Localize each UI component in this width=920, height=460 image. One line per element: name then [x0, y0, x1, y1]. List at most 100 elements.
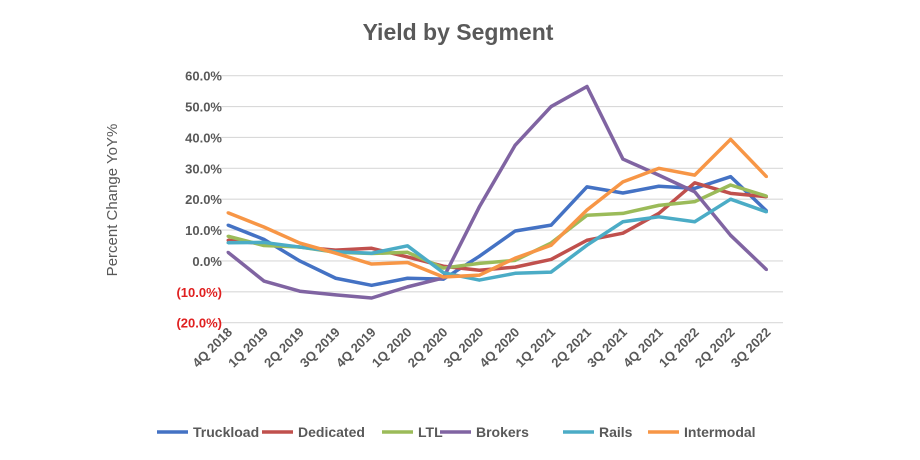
data-point: [262, 244, 266, 248]
series-line-truckload: [227, 174, 768, 288]
data-point: [549, 105, 553, 109]
data-point: [729, 191, 733, 195]
y-axis-label: Percent Change YoY%: [104, 124, 121, 277]
data-point: [549, 270, 553, 274]
chart-title: Yield by Segment: [363, 19, 554, 45]
data-point: [585, 85, 589, 89]
data-point: [406, 276, 409, 280]
data-point: [765, 268, 768, 272]
data-point: [765, 210, 768, 214]
data-point: [406, 260, 409, 264]
data-point: [226, 211, 230, 215]
data-point: [729, 197, 733, 201]
data-point: [513, 265, 517, 269]
data-point: [729, 137, 733, 141]
data-point: [621, 180, 625, 184]
series-line-ltl: [227, 183, 768, 270]
data-point: [693, 186, 697, 190]
legend-label: Rails: [599, 424, 633, 440]
data-point: [693, 190, 697, 194]
data-point: [657, 166, 661, 170]
data-point: [262, 225, 266, 229]
series-line-brokers: [226, 84, 768, 300]
data-point: [370, 283, 374, 287]
data-point: [765, 194, 768, 198]
series-line-dedicated: [227, 181, 767, 272]
data-point: [585, 213, 589, 217]
data-point: [513, 256, 517, 260]
data-point: [657, 211, 661, 215]
data-point: [406, 255, 409, 259]
data-point: [657, 203, 661, 207]
data-point: [370, 296, 374, 300]
data-point: [513, 271, 517, 275]
data-point: [477, 254, 481, 258]
data-point: [549, 243, 553, 247]
y-tick-label: 10.0%: [185, 223, 222, 238]
legend-label: Intermodal: [684, 424, 756, 440]
data-point: [657, 184, 661, 188]
data-point: [621, 211, 625, 215]
data-point: [513, 229, 517, 233]
data-point: [334, 276, 338, 280]
data-point: [298, 245, 302, 249]
data-point: [370, 251, 374, 255]
y-tick-label: (10.0%): [176, 285, 222, 300]
data-point: [693, 181, 697, 185]
data-point: [334, 251, 338, 255]
data-point: [298, 289, 302, 293]
data-point: [477, 278, 481, 282]
data-point: [226, 234, 230, 238]
legend-label: Dedicated: [298, 424, 365, 440]
data-point: [477, 261, 481, 265]
data-point: [334, 293, 338, 297]
x-tick-label: 3Q 2022: [728, 325, 774, 371]
data-point: [441, 271, 445, 275]
data-point: [549, 257, 553, 261]
data-point: [585, 238, 589, 242]
legend-label: Truckload: [193, 424, 259, 440]
data-point: [262, 237, 266, 241]
data-point: [406, 250, 409, 254]
data-point: [477, 273, 481, 277]
data-point: [621, 191, 625, 195]
data-point: [729, 175, 733, 179]
data-point: [621, 157, 625, 161]
data-point: [765, 175, 768, 179]
y-tick-label: 20.0%: [185, 192, 222, 207]
data-point: [585, 208, 589, 212]
data-point: [262, 279, 266, 283]
data-point: [549, 223, 553, 227]
data-point: [585, 185, 589, 189]
series-line-intermodal: [227, 137, 768, 279]
data-point: [621, 231, 625, 235]
data-point: [406, 285, 409, 289]
data-point: [370, 246, 374, 250]
data-point: [693, 200, 697, 204]
y-tick-label: 60.0%: [185, 69, 222, 84]
data-point: [298, 241, 302, 245]
data-point: [370, 262, 374, 266]
data-point: [226, 241, 230, 245]
y-tick-label: (20.0%): [176, 316, 222, 331]
legend-label: LTL: [418, 424, 443, 440]
data-point: [477, 268, 481, 272]
data-point: [693, 173, 697, 177]
data-point: [729, 233, 733, 237]
data-point: [477, 205, 481, 209]
data-point: [657, 215, 661, 219]
legend-label: Brokers: [476, 424, 529, 440]
data-point: [406, 244, 409, 248]
data-point: [226, 250, 230, 254]
data-point: [585, 243, 589, 247]
data-point: [513, 143, 517, 147]
data-point: [693, 220, 697, 224]
y-tick-label: 40.0%: [185, 130, 222, 145]
data-point: [226, 223, 230, 227]
data-point: [441, 275, 445, 279]
data-point: [657, 173, 661, 177]
y-tick-label: 0.0%: [192, 254, 222, 269]
data-point: [262, 240, 266, 244]
data-point: [298, 259, 302, 263]
